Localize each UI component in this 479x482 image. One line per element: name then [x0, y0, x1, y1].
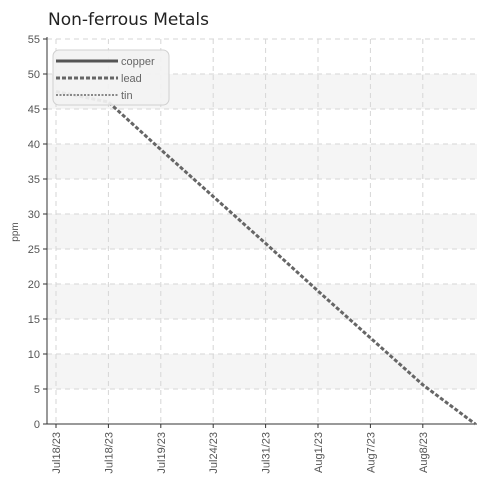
chart-title: Non-ferrous Metals [48, 10, 209, 30]
x-tick-label: Jul18/23 [51, 432, 63, 474]
y-tick-label: 50 [28, 69, 40, 81]
x-tick-label: Aug1/23 [313, 432, 325, 473]
y-tick-label: 55 [28, 34, 40, 46]
y-tick-label: 40 [28, 139, 40, 151]
background-bands [47, 74, 477, 389]
background-band [47, 354, 477, 389]
legend-label-tin: tin [121, 90, 133, 102]
legend: copper lead tin [52, 49, 170, 106]
x-tick-labels: Jul18/23 Jul18/23 Jul19/23 Jul24/23 Jul31/23… [51, 424, 430, 474]
y-axis-label: ppm [10, 222, 21, 241]
y-tick-labels: 0 5 10 15 20 25 30 35 40 45 50 55 [28, 34, 47, 431]
y-tick-label: 15 [28, 314, 40, 326]
legend-label-lead: lead [121, 73, 142, 85]
background-band [47, 284, 477, 319]
x-tick-label: Jul18/23 [103, 432, 115, 474]
y-tick-label: 0 [34, 419, 40, 431]
y-tick-label: 20 [28, 279, 40, 291]
x-tick-label: Jul19/23 [156, 432, 168, 474]
background-band [47, 144, 477, 179]
series-line-lead [55, 90, 477, 426]
x-tick-label: Jul31/23 [261, 432, 273, 474]
x-tick-label: Aug8/23 [418, 432, 430, 473]
x-tick-label: Jul24/23 [208, 432, 220, 474]
y-tick-label: 25 [28, 244, 40, 256]
background-band [47, 214, 477, 249]
legend-label-copper: copper [121, 56, 155, 68]
series-layer [55, 90, 477, 426]
y-tick-label: 45 [28, 104, 40, 116]
y-tick-label: 35 [28, 174, 40, 186]
y-tick-label: 5 [34, 384, 40, 396]
y-tick-label: 10 [28, 349, 40, 361]
axes [46, 37, 477, 425]
x-tick-label: Aug7/23 [365, 432, 377, 473]
y-tick-label: 30 [28, 209, 40, 221]
